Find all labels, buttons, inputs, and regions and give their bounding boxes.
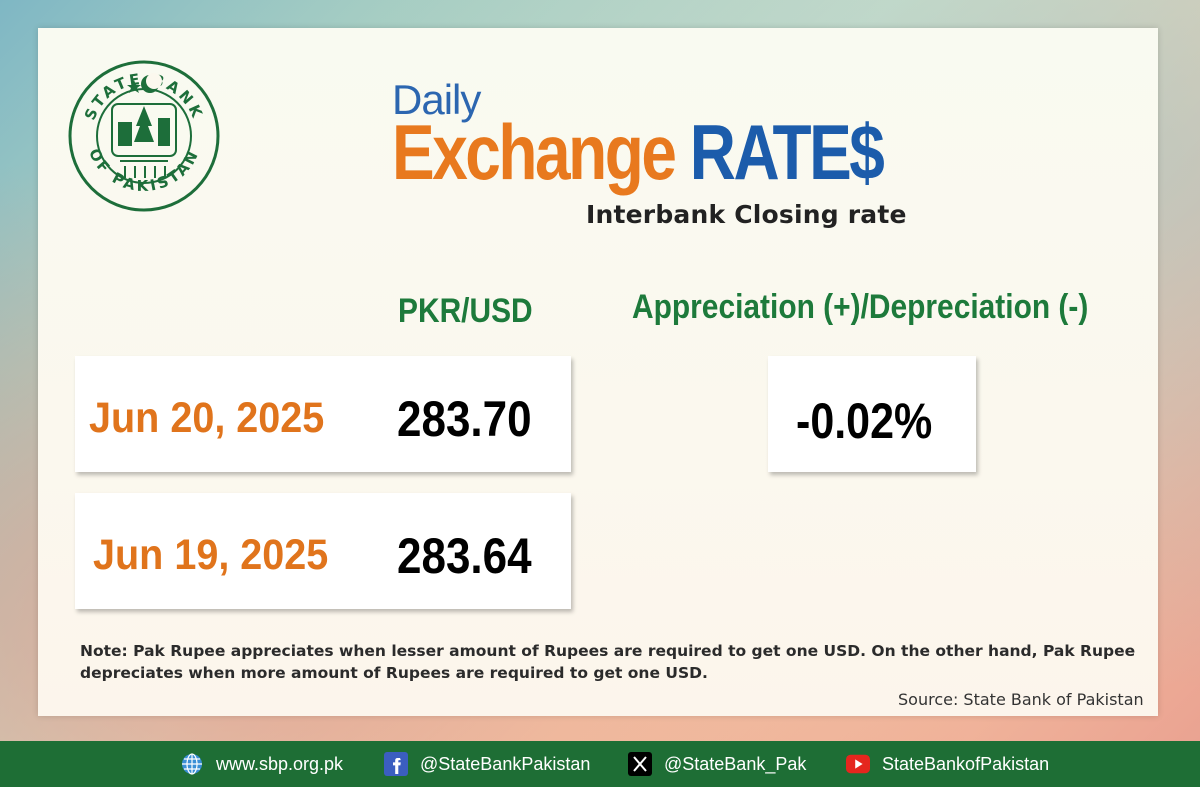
- footer-website-link[interactable]: www.sbp.org.pk: [180, 741, 343, 787]
- footer-facebook-link[interactable]: @StateBankPakistan: [384, 741, 590, 787]
- rate-value: 283.70: [397, 391, 532, 447]
- note-text: Note: Pak Rupee appreciates when lesser …: [80, 642, 1136, 682]
- title-exchange: Exchange: [392, 108, 677, 196]
- sbp-logo: STATE BANK OF PAKISTAN: [68, 60, 220, 212]
- title-daily: Daily: [392, 76, 481, 123]
- rate-row: Jun 20, 2025 283.70: [75, 356, 571, 472]
- title-main: Exchange RATE$: [392, 112, 885, 192]
- title-subtitle: Interbank Closing rate: [586, 200, 907, 229]
- facebook-icon: [384, 752, 408, 776]
- rate-value: 283.64: [397, 528, 532, 584]
- footer-youtube-link[interactable]: StateBankofPakistan: [846, 741, 1049, 787]
- rate-date: Jun 20, 2025: [89, 394, 325, 442]
- rate-row: Jun 19, 2025 283.64: [75, 493, 571, 609]
- change-box: -0.02%: [768, 356, 976, 472]
- footer-x-text: @StateBank_Pak: [664, 753, 807, 774]
- x-logo-icon: [628, 752, 652, 776]
- title-rates: RATE$: [689, 108, 885, 196]
- logo-text-bottom: OF PAKISTAN: [85, 146, 200, 195]
- footer-bar: www.sbp.org.pk @StateBankPakistan @State…: [0, 741, 1200, 787]
- source-text: Source: State Bank of Pakistan: [898, 690, 1144, 709]
- footer-website-text: www.sbp.org.pk: [216, 753, 344, 774]
- footer-youtube-text: StateBankofPakistan: [882, 753, 1050, 774]
- youtube-icon: [846, 752, 870, 776]
- svg-text:OF PAKISTAN: OF PAKISTAN: [85, 146, 203, 195]
- column-header-pair: PKR/USD: [398, 292, 533, 330]
- rate-date: Jun 19, 2025: [93, 531, 329, 579]
- change-value: -0.02%: [796, 393, 933, 449]
- globe-icon: [180, 752, 204, 776]
- column-header-change: Appreciation (+)/Depreciation (-): [632, 288, 1089, 326]
- footer-facebook-text: @StateBankPakistan: [420, 753, 591, 774]
- footer-x-link[interactable]: @StateBank_Pak: [628, 741, 806, 787]
